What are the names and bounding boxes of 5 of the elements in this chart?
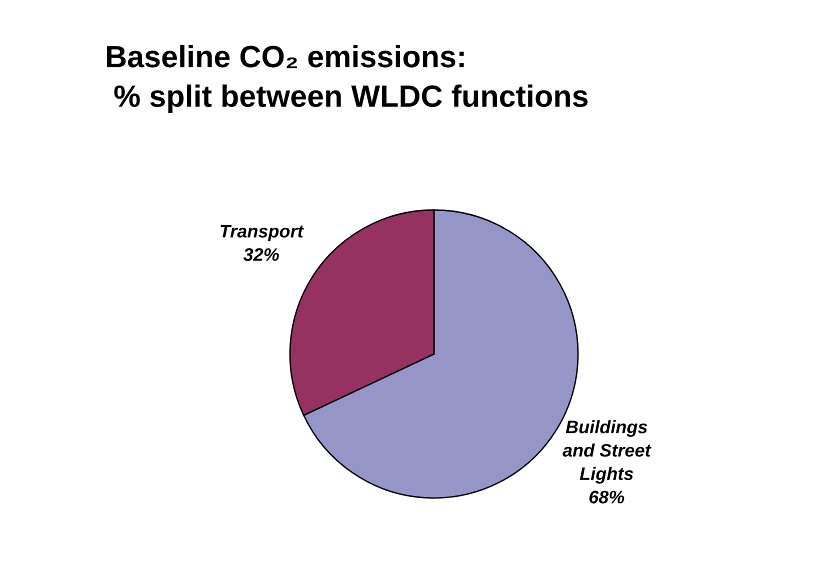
slice-label: Transport (220, 224, 304, 242)
data-label: 32% (243, 248, 279, 261)
chart-title: Baseline CO₂ emissions: % split between WLDC functions (107, 45, 588, 114)
slice-label: Buildings and Street Lights (562, 420, 652, 484)
data-label: 68% (589, 490, 624, 504)
